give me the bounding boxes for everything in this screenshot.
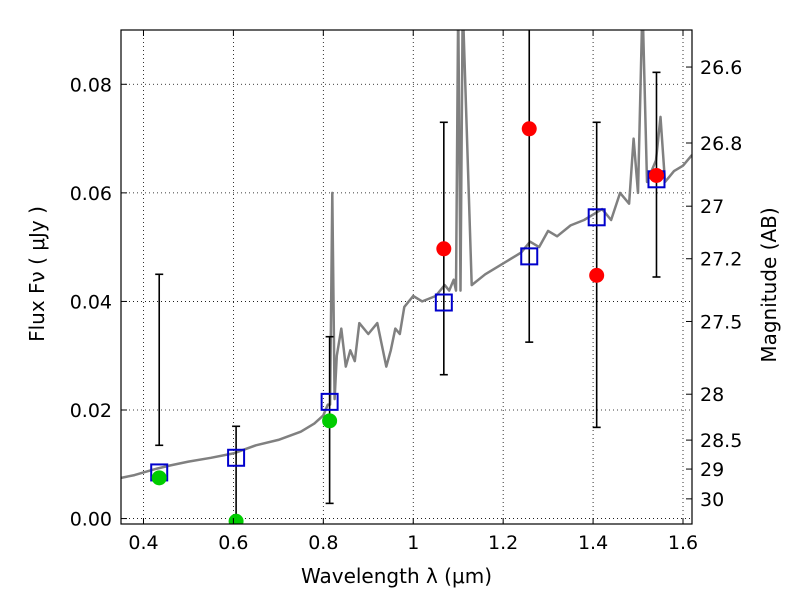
flux-point-2 [322, 413, 338, 429]
y-tick-label-4: 0.08 [70, 74, 112, 96]
mag-tick-label-6: 28.5 [700, 430, 742, 452]
mag-tick-label-5: 28 [700, 384, 724, 406]
flux-point-6 [648, 167, 664, 183]
model-square-3 [434, 293, 453, 312]
mag-tick-label-1: 26.8 [700, 133, 742, 155]
flux-point-0 [151, 470, 167, 486]
x-tick-label-2: 0.8 [308, 532, 338, 554]
mag-tick-label-0: 26.6 [700, 57, 742, 79]
mag-tick-label-7: 29 [700, 459, 724, 481]
flux-point-1 [228, 513, 244, 524]
model-square-4 [520, 247, 539, 266]
model-square-5 [587, 208, 606, 227]
y-tick-label-2: 0.04 [70, 291, 112, 313]
y-tick-label-0: 0.00 [70, 509, 112, 531]
model-square-1 [227, 448, 246, 467]
right-axis-label: Magnitude (AB) [757, 207, 781, 362]
x-tick-label-4: 1.2 [488, 532, 518, 554]
model-spectrum-line [121, 30, 692, 480]
mag-tick-label-4: 27.5 [700, 311, 742, 333]
x-tick-label-5: 1.4 [578, 532, 608, 554]
x-tick-label-6: 1.6 [668, 532, 698, 554]
y-tick-label-3: 0.06 [70, 183, 112, 205]
x-tick-label-0: 0.4 [128, 532, 158, 554]
y-tick-label-1: 0.02 [70, 400, 112, 422]
x-axis-label: Wavelength λ (μm) [301, 564, 492, 588]
mag-tick-label-2: 27 [700, 196, 724, 218]
model-square-2 [320, 392, 339, 411]
flux-point-4 [521, 121, 537, 137]
mag-tick-label-8: 30 [700, 489, 724, 511]
mag-tick-label-3: 27.2 [700, 249, 742, 271]
grid [121, 30, 692, 524]
x-tick-label-1: 0.6 [218, 532, 248, 554]
flux-point-5 [589, 267, 605, 283]
x-tick-label-3: 1 [407, 532, 419, 554]
error-bars [155, 30, 661, 523]
y-axis-label: Flux Fν ( μJy ) [25, 206, 49, 342]
flux-point-3 [436, 241, 452, 257]
plot-frame [120, 29, 693, 525]
